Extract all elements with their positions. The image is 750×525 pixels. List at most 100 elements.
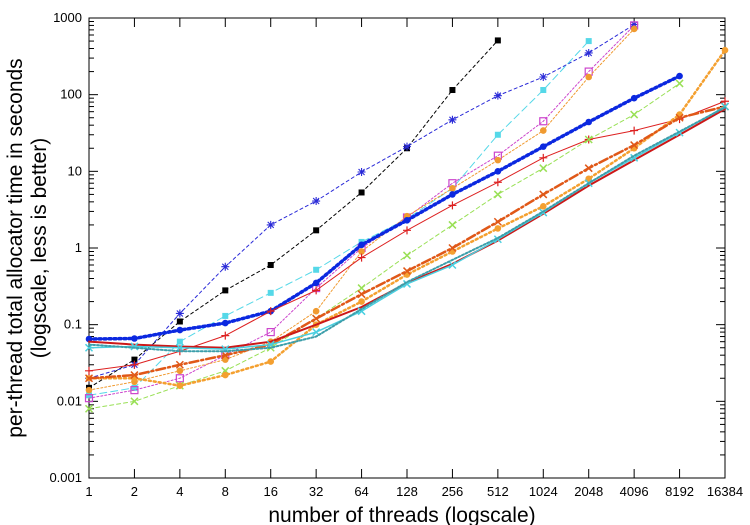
series-line <box>88 106 726 353</box>
x-tick-label: 8 <box>222 484 229 499</box>
data-point <box>131 335 138 342</box>
data-point <box>540 87 547 94</box>
x-tick-label: 64 <box>354 484 368 499</box>
data-point <box>493 91 502 100</box>
data-point <box>357 307 366 316</box>
data-point <box>221 319 229 327</box>
data-point <box>448 220 457 229</box>
x-tick-label: 16384 <box>707 484 743 499</box>
data-point <box>539 72 548 81</box>
data-point <box>539 153 548 162</box>
series-10 <box>84 102 730 383</box>
data-point <box>357 284 366 293</box>
x-tick-label: 16 <box>263 484 277 499</box>
data-point <box>130 397 139 406</box>
data-point <box>493 217 502 226</box>
data-point <box>266 327 275 337</box>
y-tick-label: 100 <box>60 87 82 102</box>
data-point <box>131 384 138 391</box>
data-point <box>131 356 138 363</box>
data-point <box>585 73 593 81</box>
data-point <box>494 156 502 164</box>
series-layer <box>84 20 730 413</box>
data-point <box>221 356 229 363</box>
x-tick-label: 2048 <box>574 484 603 499</box>
x-tick-label: 4096 <box>620 484 649 499</box>
data-point <box>85 386 93 394</box>
data-point <box>313 227 320 234</box>
data-point <box>312 279 320 287</box>
data-point <box>402 267 412 276</box>
data-point <box>676 72 683 80</box>
data-point <box>130 386 139 395</box>
data-point <box>221 351 230 360</box>
series-3 <box>86 38 592 399</box>
series-line <box>88 40 590 396</box>
series-line <box>88 24 635 399</box>
data-point <box>448 115 457 124</box>
series-line <box>88 28 635 391</box>
y-tick-label: 10 <box>68 163 82 178</box>
data-point <box>630 20 639 29</box>
data-point <box>267 358 275 365</box>
series-2 <box>85 20 639 383</box>
data-point <box>630 94 638 102</box>
data-point <box>222 287 229 294</box>
data-point <box>176 367 184 375</box>
data-point <box>494 168 502 175</box>
data-point <box>584 135 593 144</box>
x-tick-label: 1 <box>85 484 92 499</box>
series-8 <box>84 79 684 413</box>
series-12 <box>84 102 730 354</box>
y-tick-label: 0.001 <box>49 470 82 485</box>
x-tick-label: 1024 <box>529 484 558 499</box>
data-point <box>585 38 592 45</box>
data-point <box>494 37 501 44</box>
data-point <box>266 307 275 316</box>
data-point <box>449 185 456 192</box>
x-tick-label: 256 <box>442 484 464 499</box>
data-point <box>85 366 93 375</box>
data-point <box>358 298 365 305</box>
x-tick-label: 32 <box>309 484 323 499</box>
data-point <box>266 220 275 229</box>
data-point <box>267 289 274 296</box>
data-point <box>221 371 229 379</box>
data-point <box>357 290 366 299</box>
data-point <box>312 307 320 315</box>
data-point <box>721 97 729 106</box>
data-point <box>630 25 638 33</box>
data-point <box>493 178 502 187</box>
data-point <box>630 126 639 135</box>
data-point <box>494 131 501 138</box>
data-point <box>403 142 411 151</box>
data-point <box>176 338 183 345</box>
series-line <box>88 39 499 389</box>
y-tick-label: 1000 <box>53 10 82 25</box>
data-point <box>584 164 593 173</box>
data-point <box>176 326 184 334</box>
series-line <box>88 82 681 410</box>
data-point <box>402 251 412 260</box>
data-point <box>585 175 593 183</box>
data-point <box>312 314 321 323</box>
y-tick-label: 0.01 <box>57 393 82 408</box>
plot-frame <box>88 17 726 479</box>
data-point <box>222 312 229 319</box>
data-point <box>312 286 321 295</box>
data-point <box>221 262 230 271</box>
data-point <box>539 127 547 134</box>
data-point <box>176 382 184 389</box>
x-tick-label: 128 <box>396 484 418 499</box>
x-tick-label: 8192 <box>665 484 694 499</box>
data-point <box>539 143 547 150</box>
x-tick-label: 4 <box>176 484 183 499</box>
data-point <box>448 201 457 210</box>
data-point <box>357 168 366 177</box>
data-point <box>448 243 457 253</box>
data-point <box>630 141 639 150</box>
series-7 <box>85 97 729 375</box>
data-point <box>313 266 320 273</box>
x-axis-ticks: 1 2 4 8 16 32 64 128 256 512 1024 2048 4096 8192 16384 <box>85 18 743 499</box>
